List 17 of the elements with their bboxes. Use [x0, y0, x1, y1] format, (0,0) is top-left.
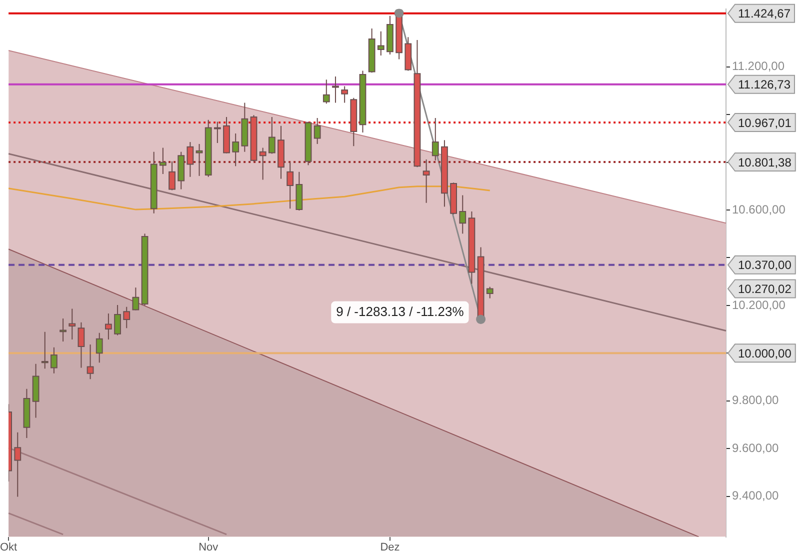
ref-line-label: 10.370,00 [738, 258, 792, 272]
y-tick-label: 9.400,00 [732, 488, 780, 503]
ref-line-label: 11.126,73 [738, 78, 791, 92]
x-tick-label: Nov [198, 541, 219, 554]
y-tick-label: 9.800,00 [732, 393, 780, 408]
text: 10.270,02 [738, 282, 792, 296]
annotation: 9 / -1283.13 / -11.23% [336, 304, 464, 319]
ref-line-label: 10.000,00 [738, 346, 792, 360]
y-tick-label: 11.200,00 [732, 59, 785, 74]
x-tick-label: Okt [0, 541, 18, 554]
y-tick-label: 9.600,00 [732, 440, 780, 455]
y-tick-label: 10.600,00 [732, 202, 786, 216]
ref-line-label: 11.424,67 [738, 6, 791, 21]
x-tick-label: Dez [380, 541, 400, 554]
ref-line-label: 10.967,01 [738, 116, 792, 130]
y-tick-label: 10.200,00 [732, 298, 786, 312]
ref-line-label: 10.801,38 [738, 155, 792, 170]
